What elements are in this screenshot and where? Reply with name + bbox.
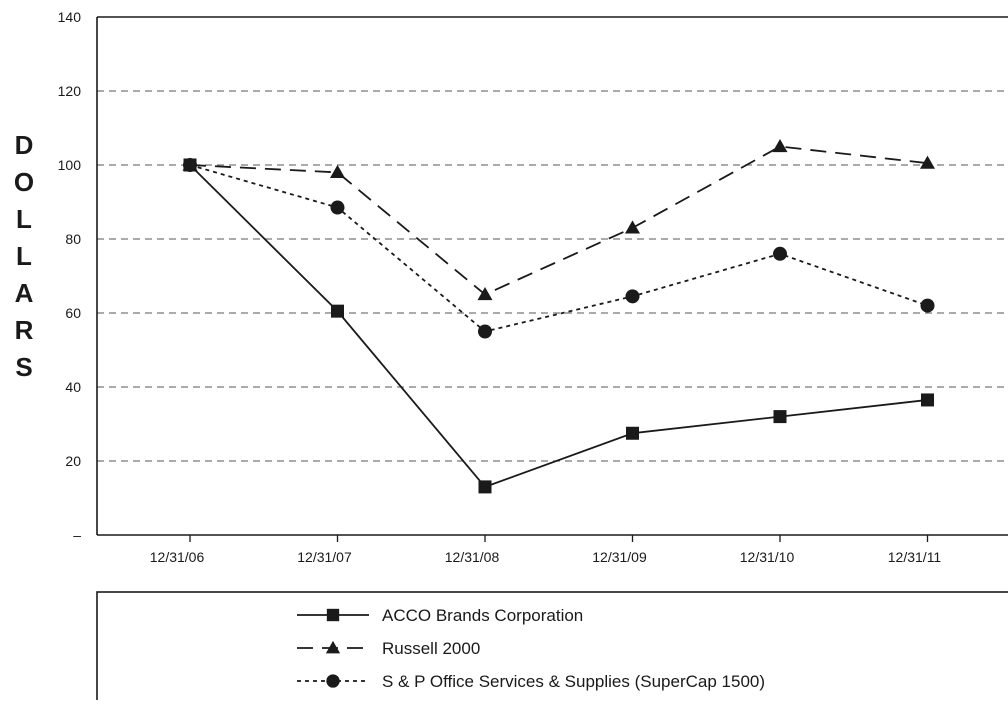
data-point-circle xyxy=(330,200,345,215)
y-tick-labels: – 20 40 60 80 100 120 140 xyxy=(58,9,82,543)
data-point-triangle xyxy=(330,164,345,179)
y-axis-label-letter: S xyxy=(15,352,32,382)
legend-label: S & P Office Services & Supplies (SuperC… xyxy=(382,672,765,691)
y-axis-label-letter: D xyxy=(15,130,34,160)
y-axis-label-letter: L xyxy=(16,241,32,271)
series-line xyxy=(189,164,928,333)
x-tick-label: 12/31/08 xyxy=(445,549,500,565)
data-point-circle xyxy=(773,246,787,261)
y-tick-label: 120 xyxy=(58,83,82,99)
axes xyxy=(96,16,1008,542)
data-point-circle xyxy=(183,158,197,172)
legend-box xyxy=(96,591,1008,705)
data-point-square xyxy=(626,426,639,440)
series-lines xyxy=(182,139,935,494)
data-point-square xyxy=(331,304,344,318)
data-point-triangle xyxy=(477,287,493,301)
data-point-circle xyxy=(920,298,935,313)
y-tick-label: 60 xyxy=(65,305,81,321)
legend-label: Russell 2000 xyxy=(382,639,480,658)
data-point-triangle xyxy=(625,220,640,234)
x-tick-label: 12/31/06 xyxy=(150,549,205,565)
legend: ACCO Brands Corporation Russell 2000 S & P… xyxy=(96,591,1008,705)
x-tick-labels: 12/31/06 12/31/07 12/31/08 12/31/09 12/31/10… xyxy=(150,549,942,565)
legend-item: Russell 2000 xyxy=(297,639,480,658)
series-square xyxy=(183,158,934,494)
x-tick-label: 12/31/10 xyxy=(740,549,795,565)
data-point-triangle xyxy=(772,139,788,153)
legend-label: ACCO Brands Corporation xyxy=(382,606,583,625)
y-tick-label: 40 xyxy=(65,379,81,395)
series-triangle xyxy=(182,139,935,301)
y-axis-label-letter: O xyxy=(14,167,34,197)
y-tick-label: 100 xyxy=(58,157,82,173)
y-axis-label-letter: R xyxy=(15,315,34,345)
legend-item: ACCO Brands Corporation xyxy=(297,606,583,625)
data-point-circle xyxy=(478,324,492,339)
x-tick-label: 12/31/11 xyxy=(888,549,942,565)
y-tick-label: 140 xyxy=(58,9,82,25)
series-line xyxy=(189,145,928,296)
data-point-triangle xyxy=(325,640,341,654)
x-tick-label: 12/31/09 xyxy=(592,549,647,565)
gridlines xyxy=(97,90,1008,462)
y-tick-label: – xyxy=(73,527,81,543)
series-circle xyxy=(183,158,935,339)
data-point-square xyxy=(326,608,340,622)
data-point-square xyxy=(773,410,787,424)
x-tick-label: 12/31/07 xyxy=(297,549,352,565)
data-point-circle xyxy=(326,674,340,688)
data-point-circle xyxy=(625,289,640,304)
y-axis-label-letter: A xyxy=(15,278,34,308)
data-point-triangle xyxy=(920,155,935,169)
y-tick-label: 80 xyxy=(65,231,81,247)
series-line xyxy=(189,164,928,488)
y-tick-label: 20 xyxy=(65,453,81,469)
data-point-square xyxy=(921,393,934,407)
y-axis-label-letter: L xyxy=(16,204,32,234)
data-point-square xyxy=(478,480,492,494)
legend-item: S & P Office Services & Supplies (SuperC… xyxy=(297,672,765,691)
